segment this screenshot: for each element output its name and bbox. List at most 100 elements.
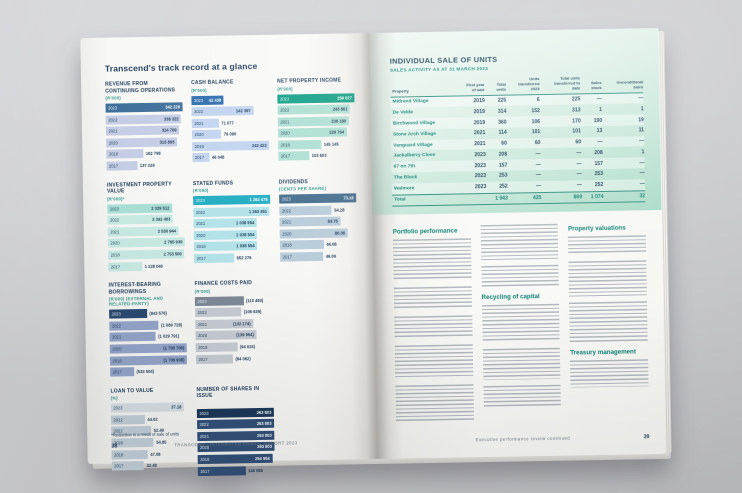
bar-row: 2018 145 145 (278, 139, 355, 150)
bar-row: 2023 37.18 (110, 402, 188, 413)
bar-year-label: 2021 (197, 321, 207, 327)
bar: 2021 (191, 118, 219, 128)
table-cell: 157 (498, 162, 508, 169)
bar-row: 2018 1 038 554 (193, 241, 271, 252)
bar-row: 2022 243 861 (277, 104, 355, 115)
bar: 2020 1 038 554 (193, 229, 257, 240)
bar: 2017 (110, 367, 135, 377)
bar: 2018 1 038 554 (193, 241, 258, 252)
bar-value-label: (139 954) (236, 332, 254, 338)
column-header: Total units (484, 76, 507, 96)
bar-row: 2020 1 038 554 (193, 229, 271, 240)
greeked-paragraph (483, 384, 562, 409)
bar: 2017 (280, 251, 324, 262)
bar-value-label: 254 954 (255, 455, 270, 462)
bar-year-label: 2018 (114, 451, 124, 458)
bar: 2023 259 027 (277, 92, 355, 104)
column-header: Units transferred 2023 (505, 76, 540, 95)
bar-year-label: 2023 (281, 196, 291, 202)
bar: 2017 (197, 465, 246, 476)
bar-year-label: 2023 (111, 311, 121, 317)
bar-year-label: 2020 (108, 140, 118, 146)
bar: 2020 80.36 (279, 228, 348, 239)
table-cell: 2019 (473, 108, 486, 115)
bar-row: 2022 44.02 (110, 414, 188, 425)
bar-year-label: 2023 (113, 405, 123, 411)
bar-value-label: 46.08 (326, 242, 337, 248)
bar-value-label: (1 709 908) (163, 356, 185, 363)
bar-row: 2017 46.06 (280, 251, 357, 262)
bar-year-label: 2022 (194, 109, 204, 115)
bar-year-label: 2022 (280, 107, 290, 113)
mini-bar-chart: REVENUE FROM CONTINUING OPERATIONS (R'000… (105, 80, 184, 173)
mini-bar-chart: NUMBER OF SHARES IN ISSUE 2023 263 803 202… (196, 385, 275, 478)
bar-row: 2020 (1 708 706) (109, 343, 187, 354)
bar: 2023 2 329 512 (107, 203, 173, 214)
table-cell: 252 (499, 183, 508, 190)
bar-year-label: 2021 (196, 221, 206, 227)
bar-row: 2018 254 954 (197, 453, 275, 465)
bar-value-label: 1 038 554 (235, 220, 255, 226)
bar-year-label: 2023 (193, 97, 204, 103)
bar-year-label: 2022 (199, 422, 209, 428)
bar: 2018 2 753 500 (108, 249, 185, 260)
bar-value-label: (94 615) (239, 344, 256, 350)
table-cell: — (535, 172, 542, 179)
chart-title: CASH BALANCE (191, 79, 234, 87)
column-header: Sales stock (579, 74, 602, 94)
bar-row: 2023 259 027 (277, 92, 355, 104)
bar-year-label: 2023 (195, 197, 205, 204)
bar-value-label: 63.75 (327, 218, 338, 225)
bar-value-label: 79 090 (223, 131, 237, 137)
bar: 2018 (279, 240, 324, 251)
greeked-paragraph (570, 359, 649, 388)
bar-value-label: 2 329 512 (151, 205, 170, 211)
chart-title: STATED FUNDS (192, 179, 234, 187)
bar-year-label: 2018 (108, 151, 119, 157)
bar: 2017 (192, 153, 210, 163)
right-footer: Executive performance review continued 3… (396, 434, 650, 446)
bar-year-label: 2021 (108, 128, 118, 134)
table-cell: 13 (596, 128, 603, 135)
table-cell: 360 (498, 119, 507, 126)
bar-row: 2017 46 048 (192, 152, 269, 163)
bar-value-label: (84 062) (235, 355, 251, 362)
bar-row: 2023 73.16 (279, 193, 357, 204)
bar-row: 2020 79 090 (191, 129, 269, 140)
table-cell: 1 (640, 105, 644, 113)
bar: 2021 238 180 (277, 116, 349, 127)
bar-year-label: 2018 (198, 344, 208, 351)
chart-unit: (R'000) (277, 85, 293, 92)
bar-value-label: 338 322 (163, 115, 179, 122)
bar-row: 2023 (843 576) (109, 308, 186, 319)
greeked-paragraph (393, 286, 472, 311)
bar: 2018 (106, 149, 144, 160)
bar-year-label: 2023 (109, 205, 119, 212)
bar-value-label: 1 038 554 (236, 243, 255, 249)
table-cell: 2021 (473, 130, 486, 137)
bar-value-label: 37.18 (171, 404, 182, 410)
bar: 2021 263 803 (197, 430, 275, 441)
bar: 2021 (109, 332, 156, 342)
total-cell: 425 (507, 192, 542, 205)
mini-bar-chart: NET PROPERTY INCOME (R'000) 2023 259 027 202… (277, 77, 356, 170)
chart-title: REVENUE FROM CONTINUING OPERATIONS (105, 80, 176, 95)
mini-bar-chart: STATED FUNDS (R'000) 2023 1 263 476 2022 1 26… (193, 179, 272, 272)
bar: 2022 (110, 414, 145, 425)
table-cell: 106 (531, 118, 541, 125)
bar: 2023 42 438 (191, 95, 224, 105)
bar-year-label: 2017 (112, 369, 122, 375)
bar: 2021 (132 174) (195, 318, 254, 329)
right-page: INDIVIDUAL SALE OF UNITS SALES ACTIVITY … (369, 27, 672, 459)
bar-value-label: 71 077 (221, 120, 234, 126)
bar-year-label: 2017 (196, 255, 206, 262)
table-cell: 225 (571, 96, 581, 103)
bar: 2017 (108, 261, 143, 272)
bar-row: 2022 (1 089 728) (109, 320, 186, 331)
bar-row: 2022 338 322 (105, 113, 183, 125)
bar-value-label: 44.02 (147, 416, 158, 422)
bar-row: 2021 71 077 (191, 117, 269, 128)
table-cell: 314 (497, 108, 507, 115)
bar-row: 2017 652 276 (194, 253, 271, 264)
